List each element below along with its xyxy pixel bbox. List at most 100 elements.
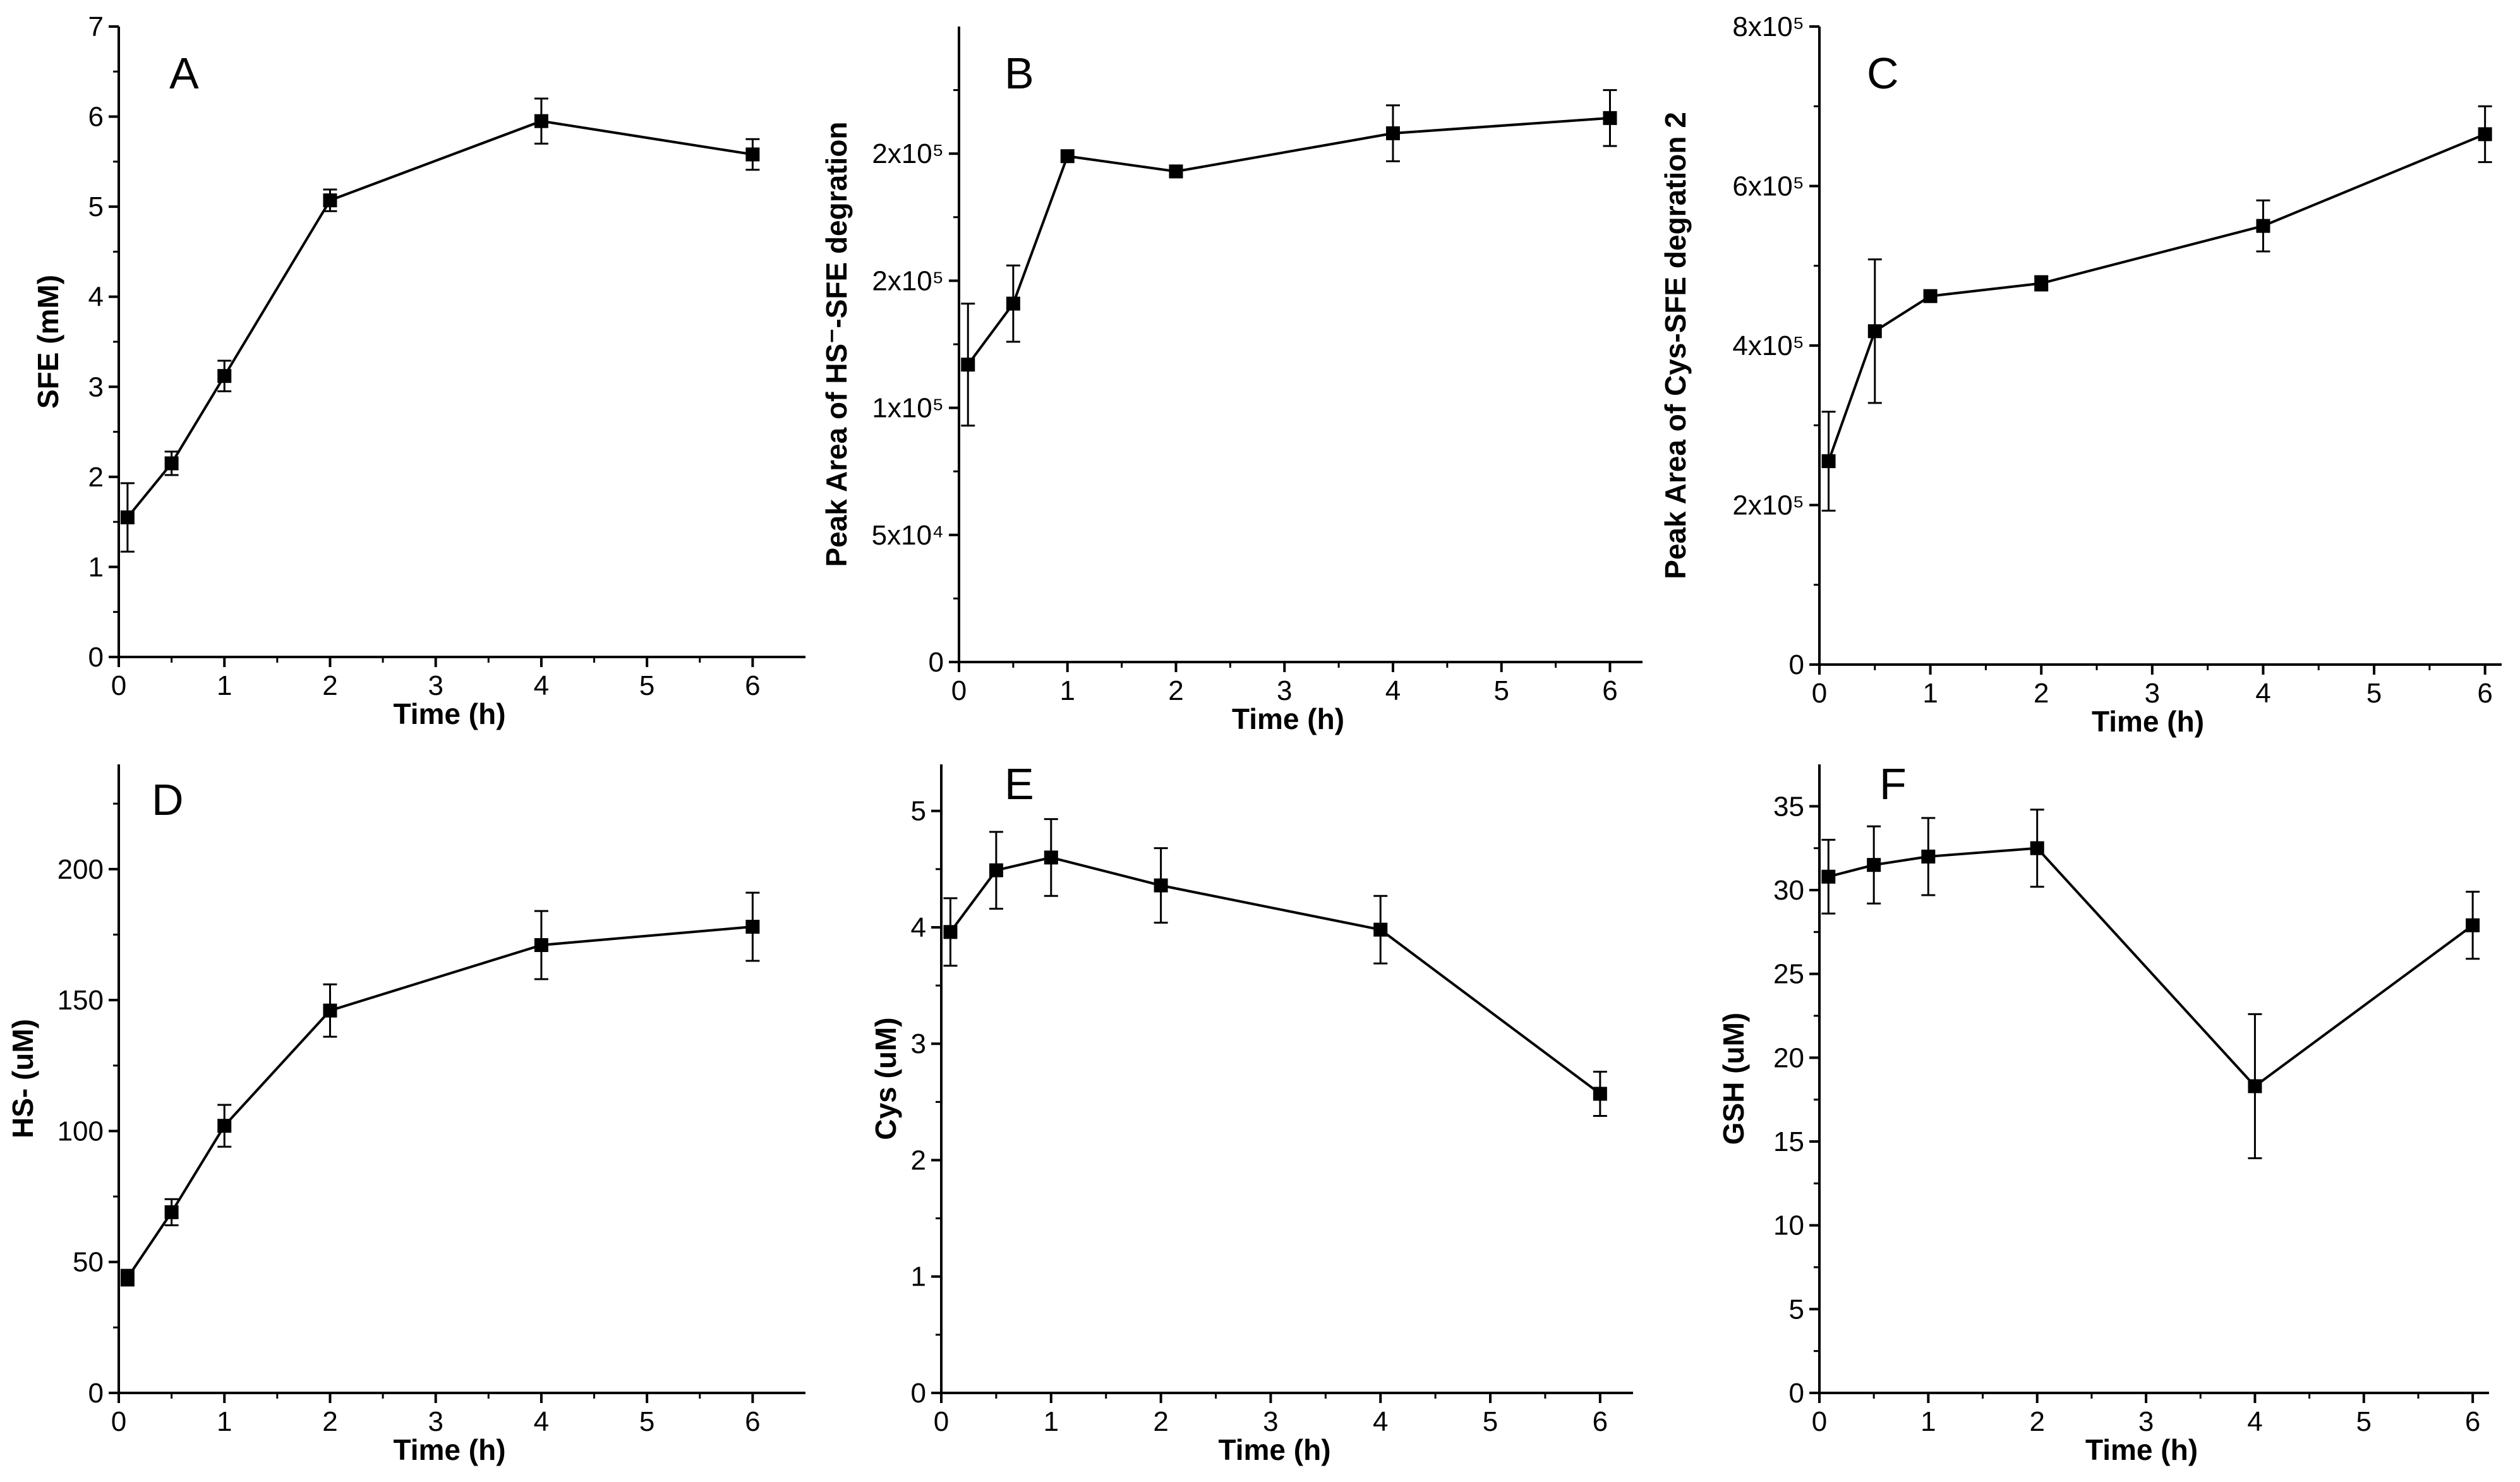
y-tick-label: 6	[88, 102, 104, 133]
y-tick-label: 2	[911, 1145, 926, 1176]
y-axis-title: GSH (uM)	[1717, 1013, 1750, 1145]
y-tick-label: 0	[911, 1378, 926, 1409]
data-point	[745, 147, 760, 162]
data-point	[1385, 126, 1400, 141]
data-point	[323, 193, 337, 208]
x-tick-label: 3	[428, 670, 443, 701]
x-tick-label: 6	[2465, 1406, 2480, 1437]
y-tick-label: 0	[88, 1378, 104, 1409]
y-tick-label: 5	[1789, 1294, 1804, 1325]
y-tick-label: 7	[88, 11, 104, 42]
y-tick-label: 2	[88, 462, 104, 493]
x-tick-label: 5	[639, 670, 654, 701]
y-tick-label: 0	[88, 642, 104, 673]
y-tick-label: 5x10⁴	[872, 520, 944, 551]
y-tick-label: 2x10⁵	[1732, 490, 1804, 521]
data-point	[164, 1205, 179, 1219]
y-axis-title: Peak Area of HS⁻-SFE degration	[820, 121, 853, 567]
x-tick-label: 1	[217, 670, 232, 701]
y-axis-title: HS- (uM)	[6, 1019, 39, 1138]
x-tick-label: 6	[1593, 1406, 1608, 1437]
data-point	[1821, 454, 1836, 469]
data-point	[989, 863, 1003, 877]
series-line	[126, 925, 753, 1279]
data-point	[164, 456, 179, 471]
x-tick-label: 4	[1373, 1406, 1388, 1437]
x-tick-label: 6	[745, 1406, 760, 1437]
x-tick-label: 4	[2247, 1406, 2262, 1437]
y-tick-label: 2x10⁵	[872, 138, 944, 169]
x-tick-label: 2	[322, 1406, 337, 1437]
panel-letter: F	[1879, 759, 1907, 809]
chart-panel-c: 0 1 2 3 4 5 6 0 2x10⁵ 4x10⁵ 6x10⁵ 8x10⁵ Time (h) Peak…	[1659, 11, 2502, 738]
y-tick-label: 1	[88, 551, 104, 582]
x-tick-label: 4	[534, 670, 549, 701]
x-tick-label: 2	[322, 670, 337, 701]
y-tick-label: 100	[57, 1116, 104, 1147]
y-tick-label: 5	[911, 796, 926, 827]
y-axis-title: Cys (uM)	[869, 1017, 902, 1140]
x-tick-label: 1	[1920, 1406, 1936, 1437]
data-point	[2034, 276, 2049, 291]
y-axis-title: SFE (mM)	[32, 275, 64, 409]
x-tick-label: 5	[639, 1406, 654, 1437]
panel-letter: E	[1004, 759, 1034, 809]
data-point	[2256, 219, 2270, 233]
y-tick-label: 1x10⁵	[872, 393, 944, 424]
x-axis-title: Time (h)	[1232, 702, 1344, 735]
x-tick-label: 5	[2366, 678, 2382, 709]
chart-panel-f: 0 1 2 3 4 5 6 0 5 10 15 20 25 30 35 Time (h) GSH (uM) F	[1717, 759, 2489, 1466]
y-tick-label: 3	[88, 371, 104, 402]
x-tick-label: 5	[2356, 1406, 2372, 1437]
data-point	[1603, 111, 1617, 125]
panel-letter: C	[1867, 49, 1899, 98]
x-tick-label: 2	[1168, 675, 1183, 706]
series-line	[967, 116, 1610, 366]
x-tick-label: 6	[2477, 678, 2492, 709]
x-tick-label: 5	[1483, 1406, 1498, 1437]
y-tick-label: 4	[911, 912, 926, 943]
y-tick-label: 35	[1773, 791, 1804, 822]
y-tick-label: 15	[1773, 1126, 1804, 1157]
data-point	[1169, 164, 1183, 179]
chart-panel-e: 0 1 2 3 4 5 6 0 1 2 3 4 5 Time (h) Cys (uM) E	[869, 759, 1633, 1466]
x-axis-title: Time (h)	[1218, 1433, 1330, 1466]
y-tick-label: 1	[911, 1262, 926, 1292]
x-tick-label: 3	[1263, 1406, 1278, 1437]
x-tick-label: 0	[1812, 678, 1827, 709]
x-tick-label: 2	[2034, 678, 2049, 709]
panel-letter: A	[169, 49, 199, 98]
y-tick-label: 3	[911, 1028, 926, 1059]
data-point	[1867, 858, 1881, 872]
y-tick-label: 8x10⁵	[1732, 11, 1804, 42]
x-axis-title: Time (h)	[2085, 1433, 2198, 1466]
y-tick-label: 10	[1773, 1210, 1804, 1241]
y-tick-label: 200	[57, 854, 104, 885]
y-tick-label: 25	[1773, 959, 1804, 990]
data-point	[1867, 324, 1882, 339]
series-line	[126, 119, 753, 519]
x-tick-label: 3	[2145, 678, 2160, 709]
x-tick-label: 4	[2255, 678, 2270, 709]
data-point	[1593, 1087, 1607, 1101]
data-point	[961, 358, 975, 372]
data-point	[2248, 1079, 2262, 1093]
data-point	[323, 1003, 337, 1018]
x-axis-title: Time (h)	[2092, 705, 2204, 738]
data-point	[1060, 149, 1075, 164]
y-tick-label: 0	[929, 647, 944, 678]
chart-panel-b: 0 1 2 3 4 5 6 0 5x10⁴ 1x10⁵ 2x10⁵ 2x10⁵ Time (h) Peak…	[820, 27, 1643, 735]
series-line	[1827, 133, 2486, 462]
x-tick-label: 0	[951, 675, 967, 706]
x-tick-label: 5	[1493, 675, 1509, 706]
data-point	[1923, 289, 1938, 303]
data-point	[534, 114, 548, 128]
x-tick-label: 1	[1044, 1406, 1059, 1437]
panel-letter: D	[152, 775, 184, 824]
x-tick-label: 1	[1060, 675, 1075, 706]
data-point	[534, 938, 548, 953]
x-tick-label: 3	[2138, 1406, 2154, 1437]
data-point	[120, 510, 135, 525]
series-line	[949, 856, 1601, 1095]
y-tick-label: 0	[1789, 1378, 1804, 1409]
